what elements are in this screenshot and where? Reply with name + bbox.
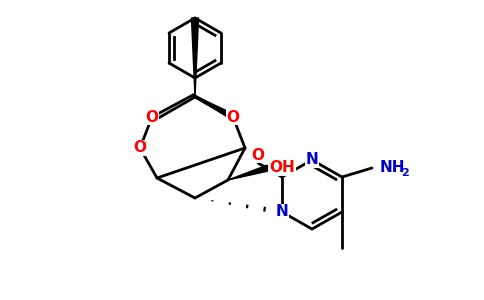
Text: 2: 2	[401, 168, 409, 178]
Polygon shape	[192, 18, 198, 97]
Polygon shape	[193, 95, 234, 120]
Text: O: O	[146, 110, 158, 124]
Text: N: N	[275, 205, 288, 220]
Text: OH: OH	[269, 160, 295, 175]
Polygon shape	[228, 165, 269, 180]
Text: O: O	[252, 148, 264, 163]
Text: O: O	[227, 110, 240, 124]
Text: NH: NH	[380, 160, 406, 175]
Text: N: N	[305, 152, 318, 167]
Text: O: O	[134, 140, 147, 155]
